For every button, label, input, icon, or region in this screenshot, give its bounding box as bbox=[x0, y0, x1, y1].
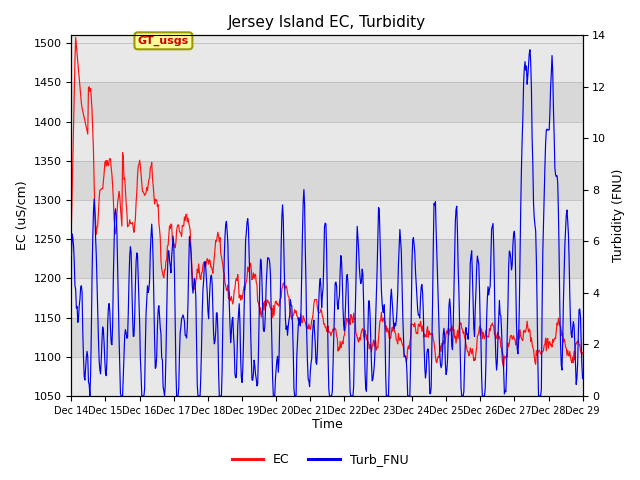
Y-axis label: Turbidity (FNU): Turbidity (FNU) bbox=[612, 169, 625, 262]
Title: Jersey Island EC, Turbidity: Jersey Island EC, Turbidity bbox=[228, 15, 426, 30]
Bar bbox=[72, 239, 582, 278]
Legend: EC, Turb_FNU: EC, Turb_FNU bbox=[227, 448, 413, 471]
Text: GT_usgs: GT_usgs bbox=[138, 36, 189, 46]
Y-axis label: EC (uS/cm): EC (uS/cm) bbox=[15, 181, 28, 251]
Bar bbox=[72, 83, 582, 121]
Bar bbox=[72, 317, 582, 357]
Bar bbox=[72, 161, 582, 200]
X-axis label: Time: Time bbox=[312, 419, 342, 432]
